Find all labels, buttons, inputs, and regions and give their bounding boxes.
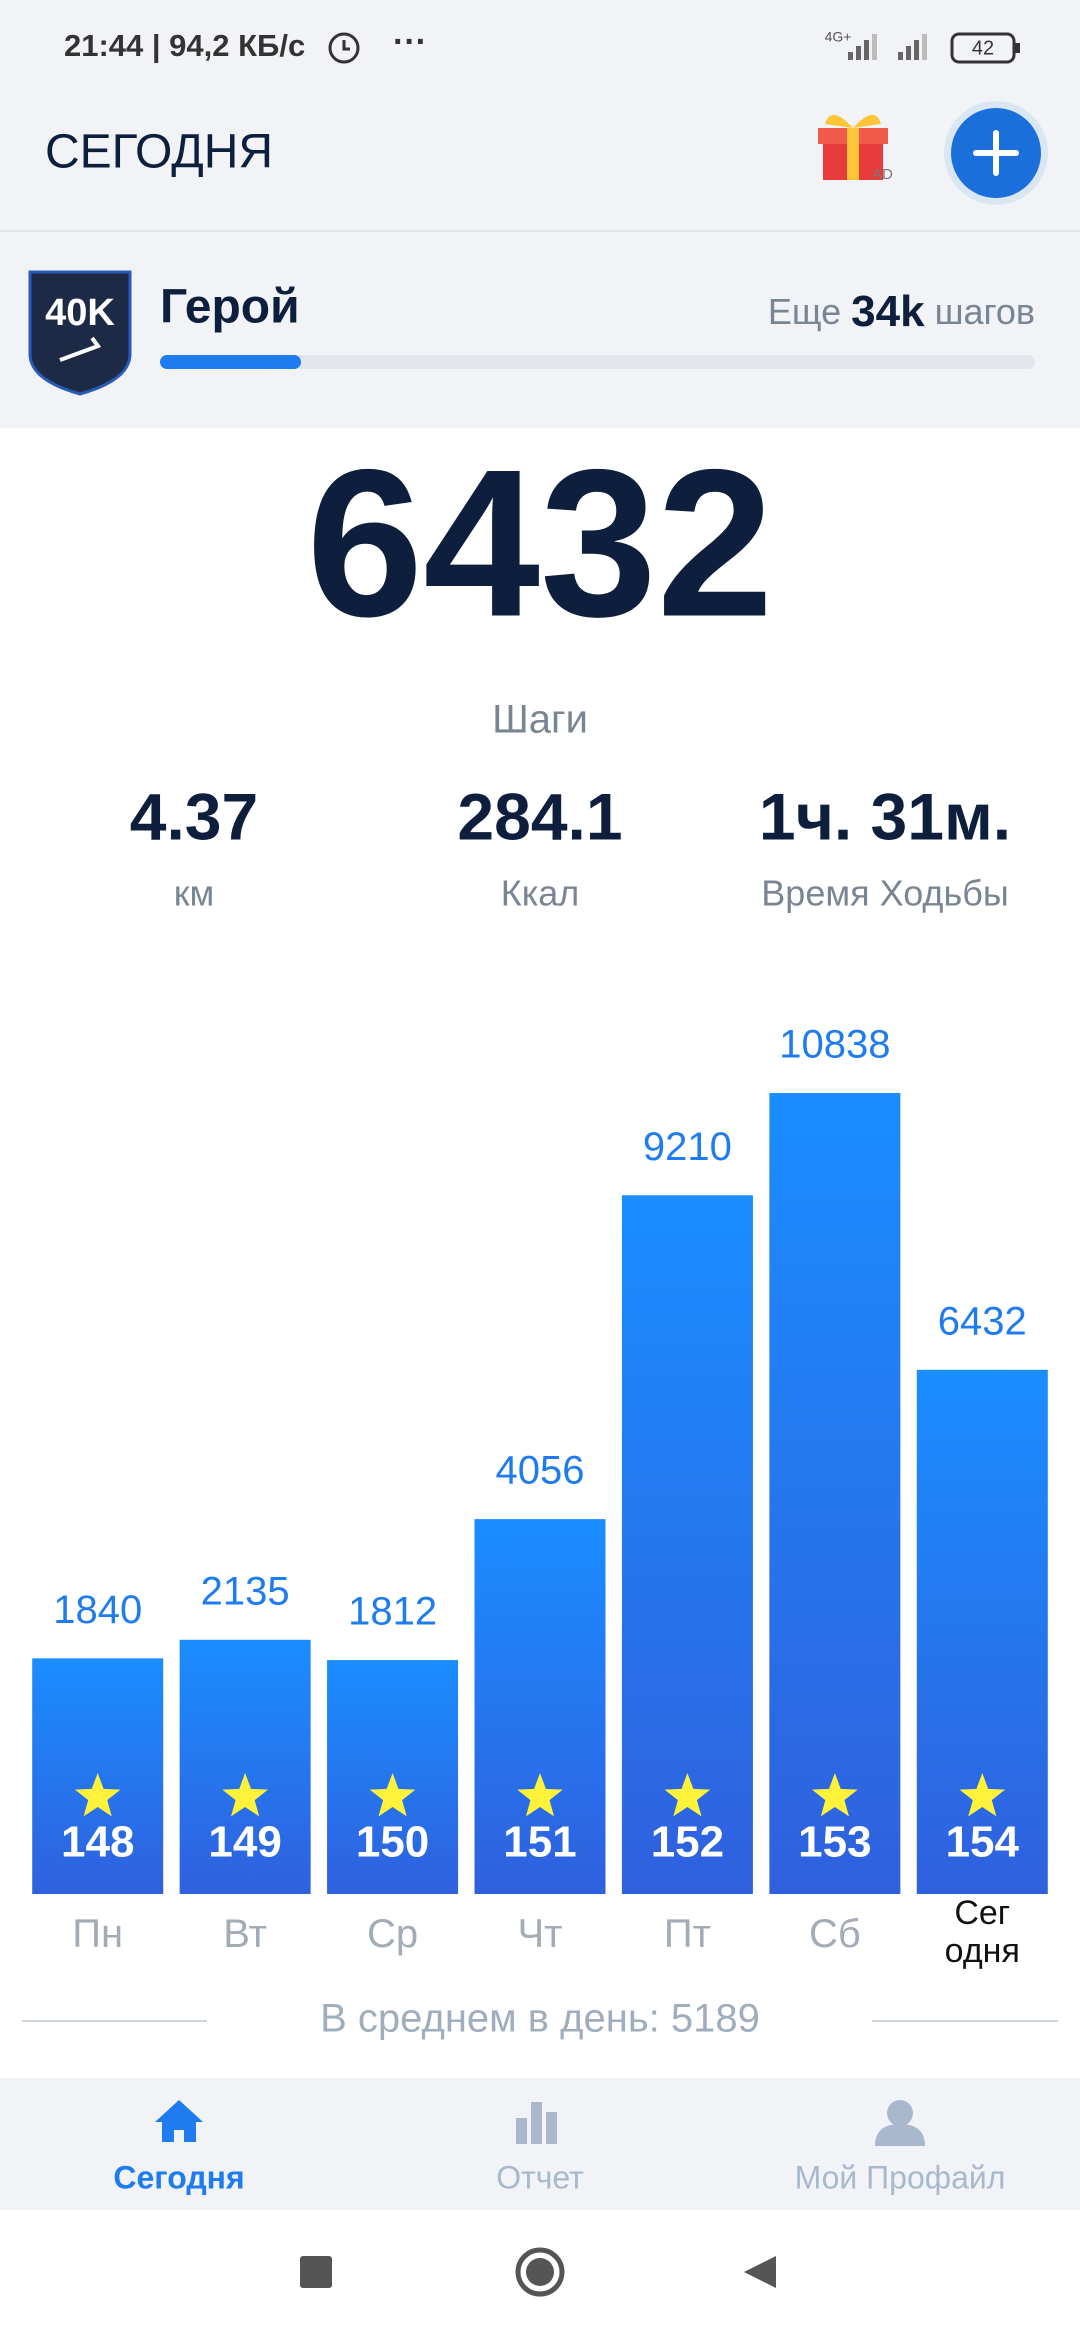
alarm-hand: [342, 40, 350, 51]
sys-back[interactable]: [744, 2256, 776, 2288]
stat-value: 1ч. 31м.: [759, 779, 1011, 853]
steps-label: Шаги: [492, 698, 588, 742]
bar[interactable]: [769, 1093, 901, 1894]
gift-badge: AD: [872, 166, 893, 183]
level-remaining: Еще 34k шагов: [768, 287, 1035, 336]
bar-badge: 151: [503, 1818, 576, 1867]
x-tick-label: Вт: [223, 1912, 267, 1956]
bar[interactable]: [179, 1639, 311, 1894]
stat-value: 284.1: [457, 779, 622, 853]
bar-badge: 154: [946, 1818, 1020, 1867]
stat-label: Время Ходьбы: [761, 873, 1008, 914]
sys-recents[interactable]: [300, 2256, 332, 2288]
bar-badge: 148: [61, 1818, 134, 1867]
bar-value-label: 4056: [496, 1449, 585, 1493]
stat-label: км: [174, 873, 215, 914]
page-title: СЕГОДНЯ: [45, 126, 273, 179]
nav-label[interactable]: Отчет: [496, 2159, 584, 2195]
bar-badge: 150: [356, 1818, 429, 1867]
remaining-value: 34k: [851, 287, 925, 336]
bar-value-label: 6432: [938, 1299, 1027, 1343]
star-icon: [959, 1773, 1006, 1817]
bar-value-label: 9210: [643, 1125, 732, 1169]
star-icon: [222, 1773, 268, 1817]
bar-value-label: 1812: [348, 1590, 437, 1634]
x-tick-label: Чт: [517, 1912, 563, 1956]
x-tick-label: Пт: [663, 1912, 711, 1956]
status-more: ···: [393, 23, 427, 61]
steps-count: 6432: [306, 425, 773, 660]
x-tick-label: Пн: [72, 1912, 124, 1956]
bar-value-label: 1840: [53, 1588, 142, 1632]
level-badge-text: 40K: [45, 292, 115, 334]
battery-tip: [1015, 43, 1020, 53]
nav-home-icon: [155, 2100, 203, 2142]
add-icon: [973, 130, 1019, 176]
star-icon: [517, 1773, 563, 1817]
bar-badge: 149: [208, 1818, 281, 1867]
x-tick-label: Сб: [808, 1912, 861, 1956]
network-label: 4G+: [825, 29, 852, 45]
bar-value-label: 2135: [201, 1569, 290, 1613]
level-badge: [28, 270, 132, 396]
nav-report-icon: [516, 2102, 557, 2144]
level-badge-shoe: [59, 336, 102, 362]
nav-label[interactable]: Мой Профайл: [795, 2159, 1006, 2195]
bar-value-label: 10838: [779, 1023, 890, 1067]
remaining-suffix: шагов: [935, 291, 1035, 332]
battery: [950, 32, 1016, 64]
nav-profile-icon: [875, 2100, 925, 2146]
stat-value: 4.37: [130, 779, 258, 853]
star-icon: [369, 1773, 416, 1817]
nav-label[interactable]: Сегодня: [113, 2159, 244, 2195]
bar-badge: 153: [798, 1818, 871, 1867]
gift-button[interactable]: AD: [818, 114, 893, 183]
x-tick-label: Сег одня: [944, 1894, 1020, 1970]
x-tick-label: Ср: [366, 1912, 419, 1956]
sys-home-ring[interactable]: [515, 2247, 565, 2297]
bar[interactable]: [474, 1519, 606, 1894]
progress-track: [160, 355, 1035, 369]
star-icon: [74, 1773, 121, 1817]
bar[interactable]: [916, 1369, 1048, 1894]
star-icon: [812, 1773, 858, 1817]
status-time: 21:44 | 94,2 КБ/с: [64, 28, 305, 63]
star-icon: [664, 1773, 711, 1817]
level-name: Герой: [160, 281, 300, 334]
sys-home: [526, 2258, 554, 2286]
progress-fill: [160, 355, 301, 369]
stat-label: Ккал: [501, 873, 580, 914]
average: В среднем в день: 5189: [320, 1997, 760, 2041]
alarm-icon: [328, 32, 360, 64]
remaining-prefix: Еще: [768, 291, 841, 332]
battery-level: 42: [972, 37, 994, 59]
bar-badge: 152: [651, 1818, 724, 1867]
signal-icons: [848, 34, 927, 60]
